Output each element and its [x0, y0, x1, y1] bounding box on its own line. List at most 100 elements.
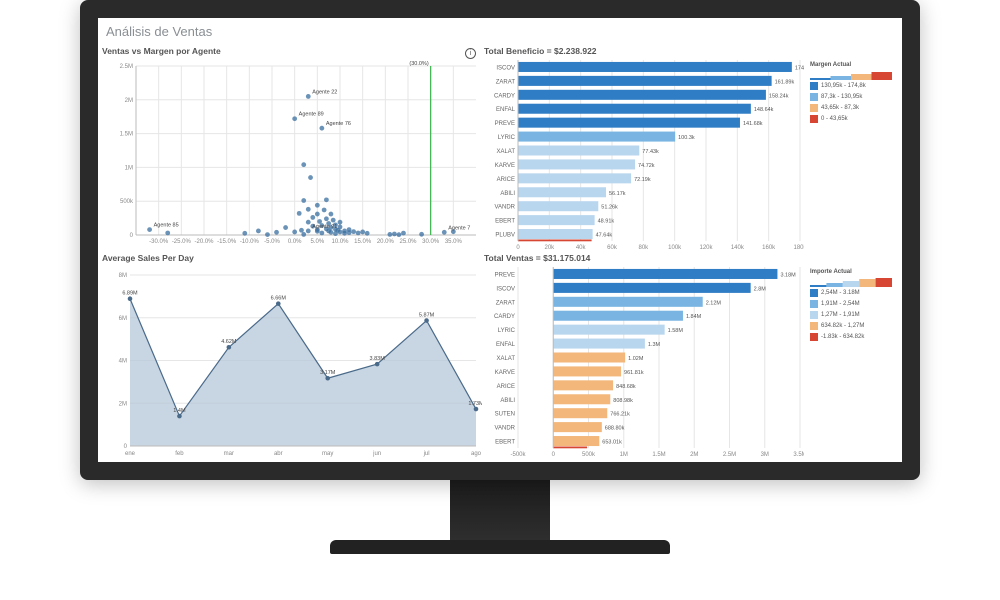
beneficio-legend: Margen Actual130,95k - 174,8k87,3k - 130…	[810, 60, 896, 125]
svg-text:140k: 140k	[731, 245, 745, 251]
svg-text:2.12M: 2.12M	[706, 300, 722, 306]
svg-text:may: may	[322, 451, 333, 457]
monitor-base	[330, 540, 670, 554]
svg-text:ARICE: ARICE	[497, 384, 515, 390]
svg-text:35.0%: 35.0%	[445, 239, 463, 245]
svg-text:ARICE: ARICE	[497, 177, 515, 183]
svg-text:160k: 160k	[762, 245, 776, 251]
svg-text:0: 0	[124, 444, 128, 450]
monitor-bezel: Análisis de Ventas Ventas vs Margen por …	[80, 0, 920, 480]
svg-text:0: 0	[552, 452, 556, 458]
svg-text:148.64k: 148.64k	[754, 107, 774, 113]
svg-text:Agente 7: Agente 7	[448, 225, 470, 231]
panel-ventas: Total Ventas = $31.175.014 -500k0500k1M1…	[484, 253, 898, 458]
svg-text:(30.0%): (30.0%)	[409, 61, 428, 67]
svg-text:ene: ene	[125, 451, 136, 457]
svg-text:1.5M: 1.5M	[652, 452, 665, 458]
svg-text:1M: 1M	[125, 166, 133, 172]
svg-text:500k: 500k	[120, 199, 134, 205]
svg-text:120k: 120k	[699, 245, 713, 251]
line-chart[interactable]: 02M4M6M8M6.89Mene1.4Mfeb4.62Mmar6.66Mabr…	[102, 265, 482, 460]
svg-text:60k: 60k	[607, 245, 618, 251]
panel-line: Average Sales Per Day 02M4M6M8M6.89Mene1…	[102, 253, 482, 458]
svg-text:0: 0	[516, 245, 520, 251]
svg-text:1M: 1M	[620, 452, 628, 458]
svg-text:100.3k: 100.3k	[678, 135, 695, 141]
svg-text:74.72k: 74.72k	[638, 163, 655, 169]
svg-text:VANDR: VANDR	[494, 426, 515, 432]
svg-text:56.17k: 56.17k	[609, 191, 626, 197]
svg-text:80k: 80k	[638, 245, 649, 251]
svg-text:77.43k: 77.43k	[642, 149, 659, 155]
svg-text:feb: feb	[175, 451, 184, 457]
svg-text:0.0%: 0.0%	[288, 239, 302, 245]
svg-text:158.24k: 158.24k	[769, 94, 789, 100]
svg-text:VANDR: VANDR	[494, 205, 515, 211]
svg-text:ZARAT: ZARAT	[496, 300, 516, 306]
svg-text:abr: abr	[274, 451, 283, 457]
svg-text:47.64k: 47.64k	[596, 233, 613, 239]
svg-text:4M: 4M	[119, 359, 127, 365]
line-title: Average Sales Per Day	[102, 253, 482, 263]
svg-text:5.0%: 5.0%	[310, 239, 324, 245]
svg-text:141.68k: 141.68k	[743, 121, 763, 127]
svg-text:2M: 2M	[690, 452, 698, 458]
page-title: Análisis de Ventas	[102, 22, 898, 44]
monitor-stand	[450, 480, 550, 540]
svg-text:ABILI: ABILI	[500, 398, 515, 404]
svg-text:3M: 3M	[761, 452, 769, 458]
svg-text:KARVE: KARVE	[495, 370, 515, 376]
svg-text:8M: 8M	[119, 273, 127, 279]
scatter-title: Ventas vs Margen por Agente	[102, 46, 482, 56]
svg-text:25.0%: 25.0%	[399, 239, 417, 245]
svg-text:ABILI: ABILI	[500, 191, 515, 197]
svg-text:Agente 89: Agente 89	[299, 112, 324, 118]
svg-text:2M: 2M	[119, 401, 127, 407]
svg-text:6M: 6M	[119, 316, 127, 322]
panel-scatter: Ventas vs Margen por Agente i 0500k1M1.5…	[102, 46, 482, 251]
svg-text:653.01k: 653.01k	[602, 440, 622, 446]
svg-text:6.89M: 6.89M	[122, 291, 138, 297]
svg-text:ZARAT: ZARAT	[496, 80, 516, 86]
svg-text:Agente 85: Agente 85	[154, 223, 179, 229]
svg-text:Agente 76: Agente 76	[326, 121, 351, 127]
svg-text:2.8M: 2.8M	[754, 286, 767, 292]
ventas-title: Total Ventas = $31.175.014	[484, 253, 898, 263]
svg-text:1.5M: 1.5M	[120, 132, 133, 138]
ventas-legend: Importe Actual2,54M - 3.18M1,91M - 2,54M…	[810, 267, 896, 343]
svg-text:Agente 91: Agente 91	[312, 224, 337, 230]
panel-beneficio: Total Beneficio = $2.238.922 020k40k60k8…	[484, 46, 898, 251]
svg-text:PLUBV: PLUBV	[495, 233, 515, 239]
svg-text:40k: 40k	[576, 245, 587, 251]
svg-text:mar: mar	[224, 451, 234, 457]
beneficio-chart[interactable]: 020k40k60k80k100k120k140k160k180kISCOV17…	[484, 58, 804, 253]
svg-text:1.3M: 1.3M	[648, 342, 661, 348]
svg-text:0: 0	[130, 233, 134, 239]
svg-text:4.62M: 4.62M	[221, 339, 237, 345]
svg-text:848.68k: 848.68k	[616, 384, 636, 390]
svg-text:jul: jul	[423, 451, 430, 457]
svg-text:3.18M: 3.18M	[780, 273, 796, 279]
svg-text:1.02M: 1.02M	[628, 356, 644, 362]
svg-text:688.80k: 688.80k	[605, 426, 625, 432]
svg-text:808.98k: 808.98k	[613, 398, 633, 404]
svg-text:-20.0%: -20.0%	[194, 239, 214, 245]
ventas-chart[interactable]: -500k0500k1M1.5M2M2.5M3M3.5MPREVE3.18MIS…	[484, 265, 804, 460]
svg-text:15.0%: 15.0%	[354, 239, 372, 245]
svg-text:ISCOV: ISCOV	[496, 286, 515, 292]
svg-text:XALAT: XALAT	[496, 356, 515, 362]
svg-text:161.89k: 161.89k	[775, 80, 795, 86]
svg-text:180k: 180k	[793, 245, 804, 251]
svg-text:2.5M: 2.5M	[723, 452, 736, 458]
svg-text:SUTEN: SUTEN	[495, 412, 515, 418]
svg-text:961.81k: 961.81k	[624, 370, 644, 376]
svg-text:500k: 500k	[582, 452, 596, 458]
scatter-chart[interactable]: 0500k1M1.5M2M2.5M-30.0%-25.0%-20.0%-15.0…	[102, 58, 482, 253]
svg-text:ago: ago	[471, 451, 482, 457]
svg-text:174.8k: 174.8k	[795, 66, 804, 72]
svg-text:3.5M: 3.5M	[793, 452, 804, 458]
svg-text:2.5M: 2.5M	[120, 64, 133, 70]
svg-text:72.19k: 72.19k	[634, 177, 651, 183]
svg-text:766.21k: 766.21k	[610, 412, 630, 418]
svg-text:3.17M: 3.17M	[320, 370, 336, 376]
